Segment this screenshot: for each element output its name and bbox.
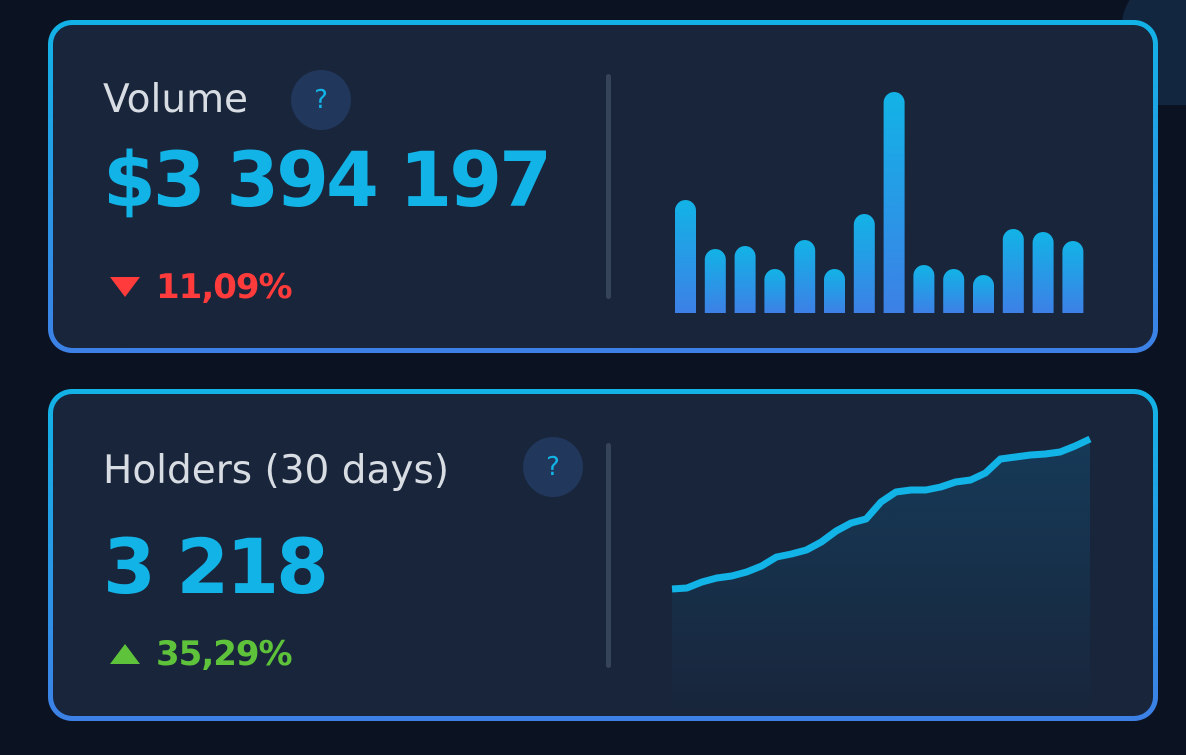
holders-area [672, 439, 1090, 714]
volume-bar [824, 269, 845, 313]
volume-bar [883, 92, 905, 313]
volume-bar-chart [675, 92, 1084, 313]
help-icon[interactable]: ? [523, 437, 583, 497]
volume-bar [734, 246, 756, 313]
volume-change: 11,09% [110, 267, 293, 307]
volume-bar [704, 249, 726, 313]
volume-bar [675, 200, 696, 313]
holders-title: Holders (30 days) [103, 448, 450, 493]
arrow-up-icon [110, 644, 140, 664]
holders-change: 35,29% [110, 634, 293, 674]
holders-card: Holders (30 days) ? 3 218 35,29% [48, 389, 1158, 721]
volume-card: Volume ? $3 394 197 11,09% [48, 20, 1158, 353]
volume-change-value: 11,09% [156, 267, 293, 307]
help-icon[interactable]: ? [291, 70, 351, 130]
holders-change-value: 35,29% [156, 634, 293, 674]
volume-value: $3 394 197 [103, 135, 552, 224]
volume-bar [1002, 229, 1024, 313]
holders-value: 3 218 [103, 522, 329, 611]
volume-bar [794, 240, 816, 313]
holders-line-chart [671, 435, 1092, 714]
volume-bar [1032, 232, 1054, 313]
divider [606, 74, 611, 299]
divider [606, 443, 611, 668]
volume-bar [1062, 241, 1084, 313]
volume-bar [943, 269, 965, 313]
volume-title: Volume [103, 77, 249, 122]
arrow-down-icon [110, 277, 140, 297]
holders-line [671, 435, 1092, 593]
volume-bar [764, 269, 786, 313]
volume-bar [913, 265, 935, 313]
volume-bar [973, 275, 994, 313]
volume-bar [853, 214, 875, 313]
